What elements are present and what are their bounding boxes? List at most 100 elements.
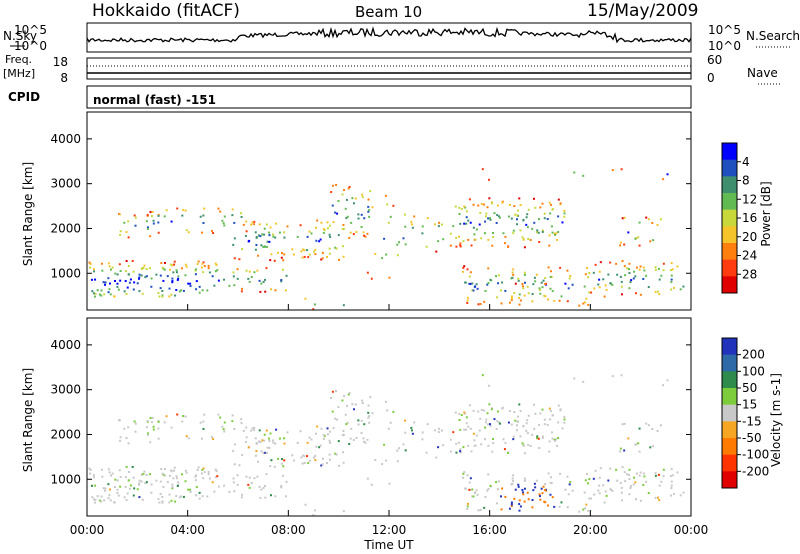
velocity-echo-cell (623, 449, 626, 452)
velocity-echo-cell (166, 481, 169, 484)
power-colorbar-swatch (722, 276, 737, 294)
velocity-echo-cell (123, 496, 126, 499)
noise-panel-frame (86, 22, 692, 53)
velocity-echo-cell (604, 490, 607, 493)
power-echo-cell (510, 295, 513, 298)
power-echo-cell (335, 183, 338, 186)
velocity-echo-cell (504, 441, 507, 444)
velocity-echo-cell (549, 418, 552, 421)
velocity-echo-cell (236, 474, 239, 477)
velocity-echo-cell (161, 501, 164, 504)
velocity-echo-cell (585, 503, 588, 506)
velocity-echo-cell (484, 496, 487, 499)
velocity-echo-cell (306, 441, 309, 444)
power-echo-cell (334, 211, 337, 214)
velocity-echo-cell (487, 473, 490, 476)
power-echo-cell (155, 273, 158, 276)
power-echo-cell (280, 280, 283, 283)
power-echo-cell (367, 198, 370, 201)
velocity-echo-cell (553, 438, 556, 441)
velocity-echo-cell (145, 426, 148, 429)
power-echo-cell (248, 270, 251, 273)
velocity-echo-cell (125, 437, 128, 440)
power-echo-cell (522, 238, 525, 241)
velocity-echo-cell (360, 432, 363, 435)
power-echo-cell (544, 282, 547, 285)
power-echo-cell (126, 286, 129, 289)
power-echo-cell (108, 282, 111, 285)
velocity-echo-cell (113, 485, 116, 488)
power-echo-cell (519, 299, 522, 302)
velocity-echo-cell (270, 459, 273, 462)
power-echo-cell (341, 193, 344, 196)
power-echo-cell (609, 261, 612, 264)
velocity-echo-cell (670, 484, 673, 487)
velocity-echo-cell (185, 471, 188, 474)
power-echo-cell (410, 223, 413, 226)
velocity-echo-cell (659, 424, 662, 427)
velocity-echo-cell (201, 495, 204, 498)
velocity-echo-cell (163, 467, 166, 470)
power-echo-cell (438, 221, 441, 224)
velocity-echo-cell (269, 465, 272, 468)
power-echo-cell (319, 238, 322, 241)
power-echo-cell (548, 201, 551, 204)
velocity-echo-cell (92, 474, 95, 477)
power-echo-cell (270, 253, 273, 256)
velocity-echo-cell (626, 473, 629, 476)
velocity-echo-cell (519, 435, 522, 438)
power-echo-cell (582, 302, 585, 305)
power-echo-cell (532, 283, 535, 286)
power-echo-cell (145, 268, 148, 271)
velocity-echo-cell (527, 443, 530, 446)
y-tick-label: 4000 (50, 132, 81, 146)
power-echo-cell (202, 261, 205, 264)
power-echo-cell (396, 254, 399, 257)
power-echo-cell (662, 269, 665, 272)
velocity-echo-cell (124, 486, 127, 489)
velocity-echo-cell (238, 464, 241, 467)
power-echo-cell (647, 218, 650, 221)
velocity-echo-cell (468, 404, 471, 407)
velocity-colorbar-tick-label: -50 (742, 431, 762, 445)
power-echo-cell (627, 231, 630, 234)
velocity-echo-cell (318, 446, 321, 449)
power-echo-cell (124, 280, 127, 283)
x-tick-label: 00:00 (70, 523, 105, 537)
velocity-echo-cell (175, 495, 178, 498)
velocity-echo-cell (512, 438, 515, 441)
power-echo-cell (472, 289, 475, 292)
power-echo-cell (201, 262, 204, 265)
velocity-echo-cell (404, 419, 407, 422)
velocity-echo-cell (253, 477, 256, 480)
velocity-echo-cell (495, 428, 498, 431)
power-echo-cell (487, 281, 490, 284)
velocity-echo-cell (157, 498, 160, 501)
power-echo-cell (157, 292, 160, 295)
velocity-echo-cell (609, 488, 612, 491)
power-echo-cell (634, 292, 637, 295)
power-echo-cell (398, 241, 401, 244)
velocity-echo-cell (304, 503, 307, 506)
velocity-echo-cell (107, 468, 110, 471)
power-echo-cell (247, 240, 250, 243)
velocity-echo-cell (89, 468, 92, 471)
power-echo-cell (484, 215, 487, 218)
power-echo-cell (522, 218, 525, 221)
velocity-echo-cell (184, 415, 187, 418)
power-echo-cell (312, 250, 315, 253)
power-echo-cell (533, 276, 536, 279)
velocity-echo-cell (381, 463, 384, 466)
velocity-echo-cell (262, 486, 265, 489)
velocity-echo-cell (598, 492, 601, 495)
velocity-echo-cell (211, 481, 214, 484)
power-echo-cell (529, 239, 532, 242)
velocity-echo-cell (247, 446, 250, 449)
velocity-echo-cell (460, 414, 463, 417)
power-echo-cell (109, 293, 112, 296)
velocity-echo-cell (131, 465, 134, 468)
velocity-echo-cell (194, 475, 197, 478)
velocity-echo-cell (259, 441, 262, 444)
velocity-echo-cell (590, 497, 593, 500)
velocity-echo-cell (146, 434, 149, 437)
